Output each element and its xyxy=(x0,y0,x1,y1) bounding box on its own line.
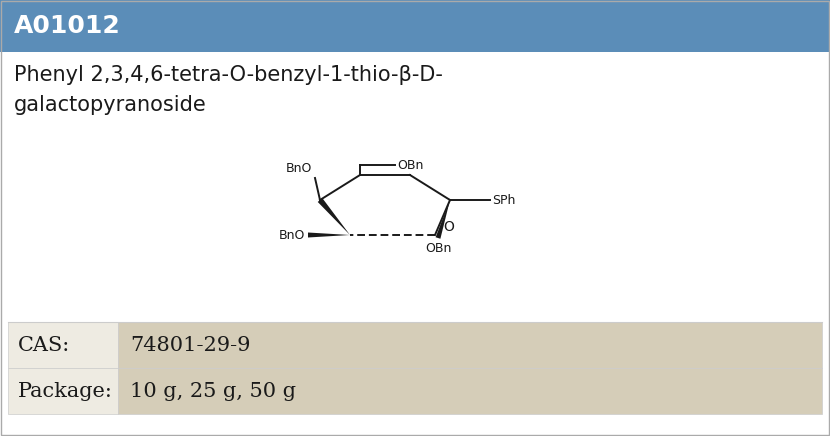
Text: BnO: BnO xyxy=(279,228,305,242)
Text: 10 g, 25 g, 50 g: 10 g, 25 g, 50 g xyxy=(130,382,296,401)
Text: OBn: OBn xyxy=(397,159,423,171)
Text: BnO: BnO xyxy=(286,162,312,175)
Polygon shape xyxy=(318,198,350,235)
FancyBboxPatch shape xyxy=(8,368,118,414)
FancyBboxPatch shape xyxy=(0,0,830,52)
Text: Phenyl 2,3,4,6-tetra-O-benzyl-1-thio-β-D-: Phenyl 2,3,4,6-tetra-O-benzyl-1-thio-β-D… xyxy=(14,65,443,85)
Polygon shape xyxy=(436,200,450,239)
Text: A01012: A01012 xyxy=(14,14,120,38)
Text: O: O xyxy=(443,220,454,234)
Text: CAS:: CAS: xyxy=(18,335,71,354)
Text: SPh: SPh xyxy=(492,194,515,207)
FancyBboxPatch shape xyxy=(118,322,822,368)
FancyBboxPatch shape xyxy=(8,322,118,368)
Text: OBn: OBn xyxy=(425,242,452,255)
FancyBboxPatch shape xyxy=(118,368,822,414)
Text: 74801-29-9: 74801-29-9 xyxy=(130,335,251,354)
Text: galactopyranoside: galactopyranoside xyxy=(14,95,207,115)
Text: Package:: Package: xyxy=(18,382,113,401)
Polygon shape xyxy=(308,232,350,238)
